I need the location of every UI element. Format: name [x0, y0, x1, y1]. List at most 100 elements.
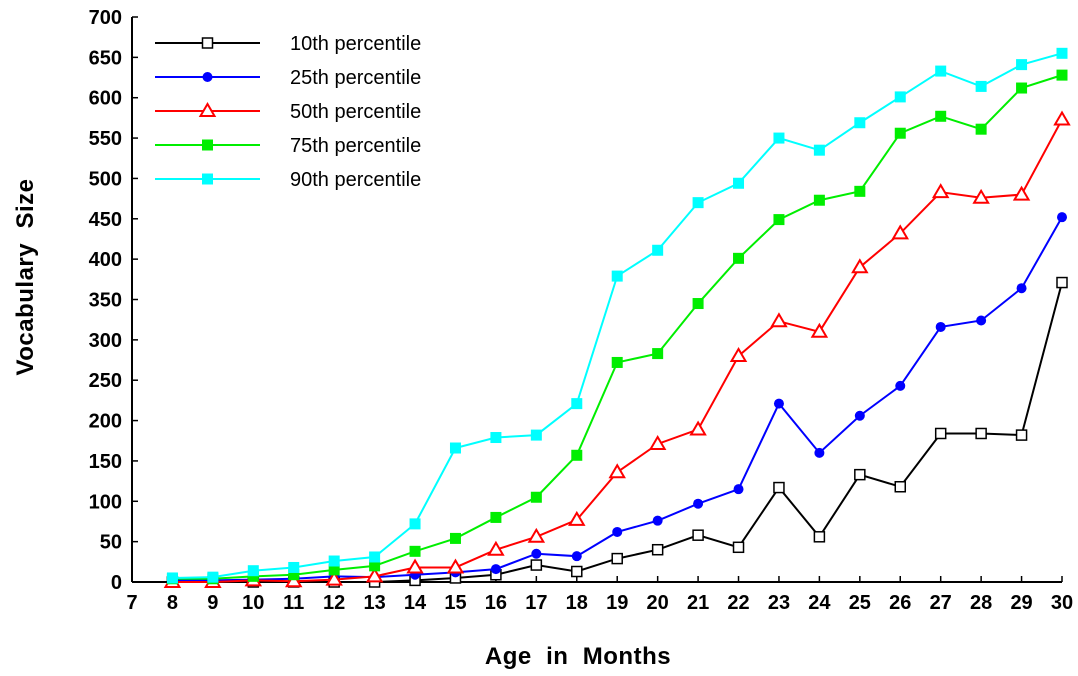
x-tick-label: 11 — [283, 592, 304, 614]
data-point — [1053, 110, 1071, 126]
data-point — [1056, 276, 1068, 289]
axes: 7 8 9 10 11 12 13 14 15 16 17 18 19 20 21 22 23 24 25 26 27 2… — [89, 7, 1074, 614]
y-tick-label: 400 — [89, 249, 122, 271]
data-point — [288, 561, 300, 573]
data-point — [733, 484, 744, 495]
data-point — [813, 194, 825, 206]
series-2 — [167, 212, 1067, 586]
data-point — [972, 188, 990, 204]
data-point — [530, 429, 542, 441]
legend-label: 90th percentile — [290, 169, 421, 191]
data-point — [729, 347, 748, 362]
x-tick-label: 28 — [970, 592, 992, 614]
data-point — [527, 527, 546, 543]
x-tick-label: 27 — [930, 592, 952, 614]
data-point — [325, 570, 343, 586]
data-point — [854, 468, 866, 481]
data-point — [975, 427, 987, 440]
x-tick-label: 18 — [566, 592, 588, 614]
y-axis-title: Vocabulary Size — [12, 179, 39, 376]
data-point — [652, 348, 664, 360]
y-tick-label: 550 — [89, 128, 122, 150]
data-point — [328, 555, 340, 567]
data-point — [894, 481, 907, 493]
legend-label: 25th percentile — [290, 67, 421, 89]
x-tick-label: 19 — [606, 592, 628, 614]
data-point — [449, 442, 461, 454]
x-tick-label: 13 — [363, 592, 385, 614]
data-point — [247, 565, 259, 577]
data-point — [732, 541, 745, 554]
data-point — [692, 298, 704, 310]
data-point — [365, 567, 384, 583]
data-point — [571, 565, 583, 578]
data-point — [976, 315, 987, 326]
data-point — [773, 398, 784, 409]
data-point — [530, 491, 542, 503]
legend-entry: 50th percentile — [155, 101, 421, 123]
data-point — [409, 518, 421, 530]
data-point — [409, 545, 421, 557]
x-tick-label: 10 — [242, 592, 264, 614]
data-point — [814, 447, 825, 458]
legend-marker — [198, 102, 217, 117]
x-tick-label: 21 — [687, 592, 709, 614]
data-point — [693, 498, 704, 509]
data-point — [652, 244, 664, 256]
y-tick-label: 350 — [89, 290, 122, 312]
data-point — [531, 548, 542, 559]
data-point — [608, 463, 626, 479]
data-point — [931, 183, 950, 199]
legend-marker — [202, 139, 213, 151]
x-tick-label: 12 — [323, 592, 345, 614]
data-point — [894, 127, 906, 139]
data-point — [530, 559, 543, 571]
data-point — [490, 511, 502, 523]
data-point — [648, 434, 667, 450]
y-tick-label: 450 — [89, 209, 122, 231]
data-point — [770, 312, 788, 328]
data-point — [651, 543, 664, 556]
data-point — [975, 123, 987, 135]
series-layer — [163, 47, 1071, 588]
data-point — [689, 420, 707, 436]
x-tick-label: 29 — [1010, 592, 1032, 614]
y-tick-label: 150 — [89, 451, 122, 473]
data-point — [490, 432, 502, 444]
data-point — [813, 531, 826, 543]
data-point — [810, 322, 829, 338]
x-tick-label: 24 — [808, 592, 831, 614]
x-tick-label: 9 — [207, 592, 218, 614]
data-point — [611, 270, 623, 282]
data-point — [1016, 59, 1028, 71]
x-tick-label: 15 — [444, 592, 466, 614]
data-point — [571, 449, 583, 461]
y-tick-label: 650 — [89, 47, 122, 69]
data-point — [490, 564, 501, 575]
data-point — [773, 481, 785, 494]
legend-marker — [202, 72, 213, 82]
data-point — [568, 510, 586, 526]
y-tick-label: 0 — [111, 572, 122, 594]
y-tick-label: 200 — [89, 411, 122, 433]
x-tick-label: 16 — [485, 592, 507, 614]
data-point — [692, 197, 704, 209]
x-tick-label: 23 — [768, 592, 790, 614]
data-point — [369, 551, 381, 563]
data-point — [813, 144, 825, 156]
x-tick-label: 26 — [889, 592, 911, 614]
data-point — [935, 110, 947, 122]
series-5 — [166, 47, 1068, 584]
data-point — [571, 551, 582, 562]
x-tick-label: 17 — [525, 592, 547, 614]
x-tick-label: 20 — [647, 592, 669, 614]
legend-label: 75th percentile — [290, 135, 421, 157]
data-point — [854, 117, 866, 129]
y-tick-label: 250 — [89, 370, 122, 392]
data-point — [733, 252, 745, 264]
data-point — [1012, 185, 1031, 201]
y-tick-label: 600 — [89, 88, 122, 110]
data-point — [692, 529, 704, 541]
series-line — [172, 52, 1063, 579]
